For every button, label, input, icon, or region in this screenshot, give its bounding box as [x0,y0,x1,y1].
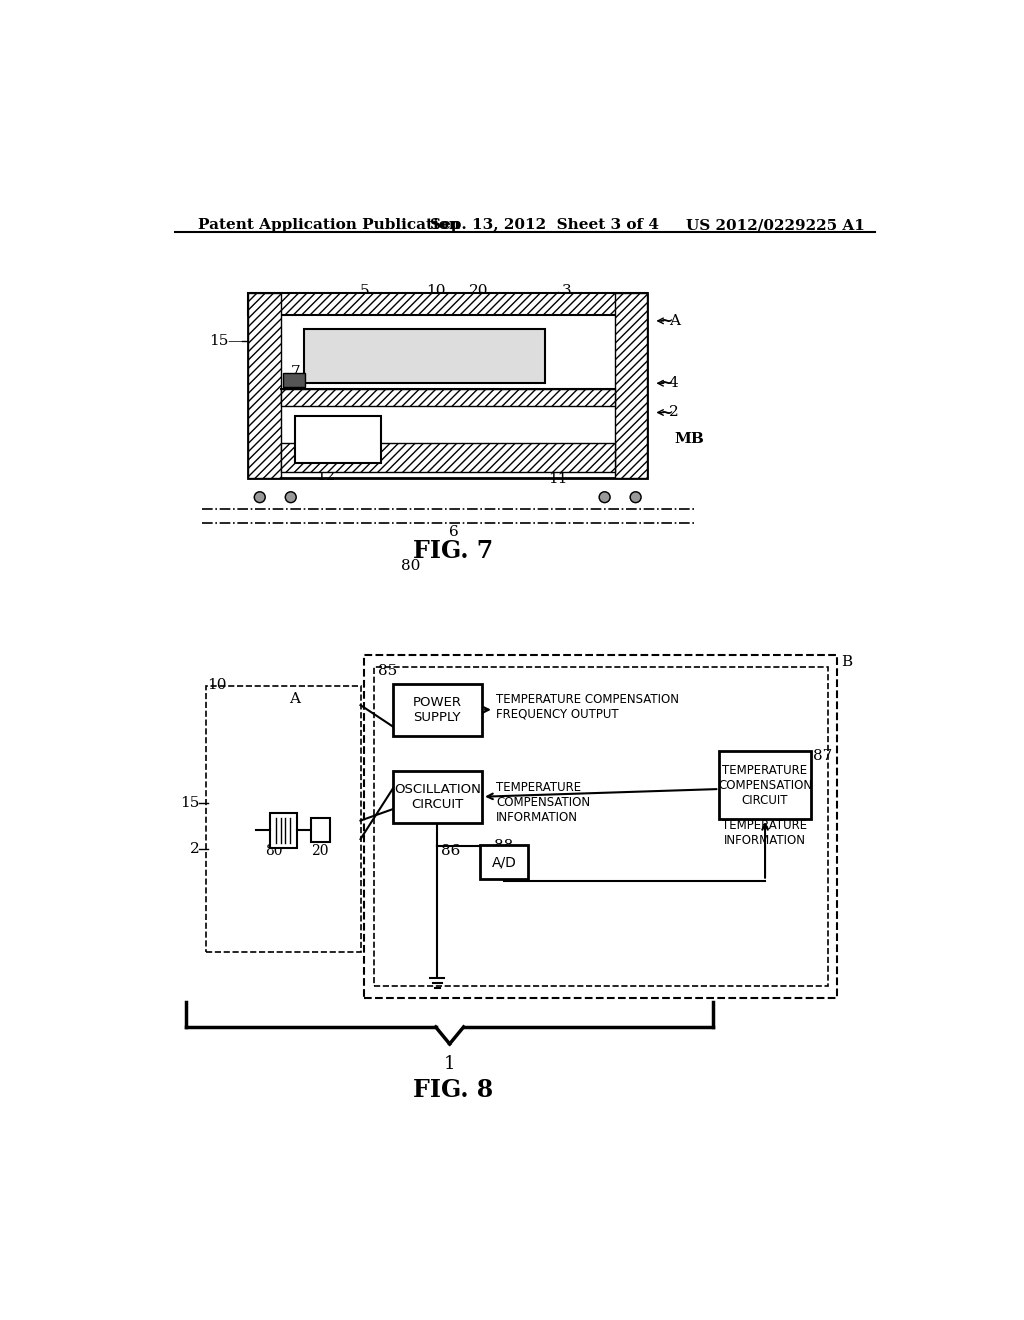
Text: Patent Application Publication: Patent Application Publication [198,218,460,232]
Bar [480,845,528,879]
Text: US 2012/0229225 A1: US 2012/0229225 A1 [686,218,865,232]
Bar [270,813,297,847]
Bar [248,293,647,478]
Text: TEMPERATURE COMPENSATION
FREQUENCY OUTPUT: TEMPERATURE COMPENSATION FREQUENCY OUTPU… [496,693,679,721]
Text: Sep. 13, 2012  Sheet 3 of 4: Sep. 13, 2012 Sheet 3 of 4 [430,218,659,232]
Text: 88: 88 [495,840,513,853]
Bar [365,655,838,998]
Text: POWER
SUPPLY: POWER SUPPLY [413,696,462,723]
Text: 15: 15 [209,334,228,348]
Bar [374,667,827,986]
Bar [283,374,305,387]
Text: 6: 6 [449,525,459,539]
Text: OSCILLATION
CIRCUIT: OSCILLATION CIRCUIT [394,783,480,810]
Bar [248,293,647,314]
Text: 11: 11 [549,473,568,487]
Text: FIG. 8: FIG. 8 [414,1078,494,1102]
Text: 86: 86 [441,843,461,858]
Bar [311,817,331,842]
Text: 20: 20 [469,284,488,298]
Text: MB: MB [675,433,705,446]
Bar [614,293,647,478]
Circle shape [254,492,265,503]
Bar [281,389,614,407]
Text: 4: 4 [669,376,679,391]
Bar [304,329,545,383]
Text: ~: ~ [658,375,673,392]
Text: 12: 12 [315,470,336,483]
Text: TEMPERATURE
COMPENSATION
CIRCUIT: TEMPERATURE COMPENSATION CIRCUIT [718,764,812,807]
Bar [281,442,614,471]
Bar [206,686,360,952]
Text: ~: ~ [658,312,673,330]
Text: 2: 2 [189,842,200,857]
Text: ~: ~ [300,363,315,381]
Text: TEMPERATURE
INFORMATION: TEMPERATURE INFORMATION [723,818,808,847]
Circle shape [630,492,641,503]
Bar [393,771,482,822]
Text: 2: 2 [669,405,679,420]
Bar [248,293,281,478]
Text: 87: 87 [813,748,833,763]
Text: 80: 80 [401,560,421,573]
Text: TEMPERATURE
COMPENSATION
INFORMATION: TEMPERATURE COMPENSATION INFORMATION [496,781,590,825]
Text: A/D: A/D [492,855,516,869]
Text: 5: 5 [359,284,370,298]
Text: 10: 10 [207,678,226,692]
Circle shape [599,492,610,503]
Bar [295,416,381,462]
Text: 3: 3 [562,284,571,298]
Text: A: A [669,314,680,327]
Text: —: — [227,334,243,348]
Text: FIG. 7: FIG. 7 [414,539,494,564]
Text: 10: 10 [426,284,445,298]
Circle shape [286,492,296,503]
Text: 20: 20 [311,845,329,858]
Text: A: A [289,692,300,706]
Bar [393,684,482,737]
Text: 85: 85 [378,664,397,678]
Text: B: B [841,655,852,669]
Text: 7: 7 [291,366,300,379]
Text: ~: ~ [658,404,673,421]
Bar [719,751,811,818]
Text: 1: 1 [443,1055,456,1073]
Text: 15: 15 [180,796,200,810]
Text: 80: 80 [265,845,283,858]
